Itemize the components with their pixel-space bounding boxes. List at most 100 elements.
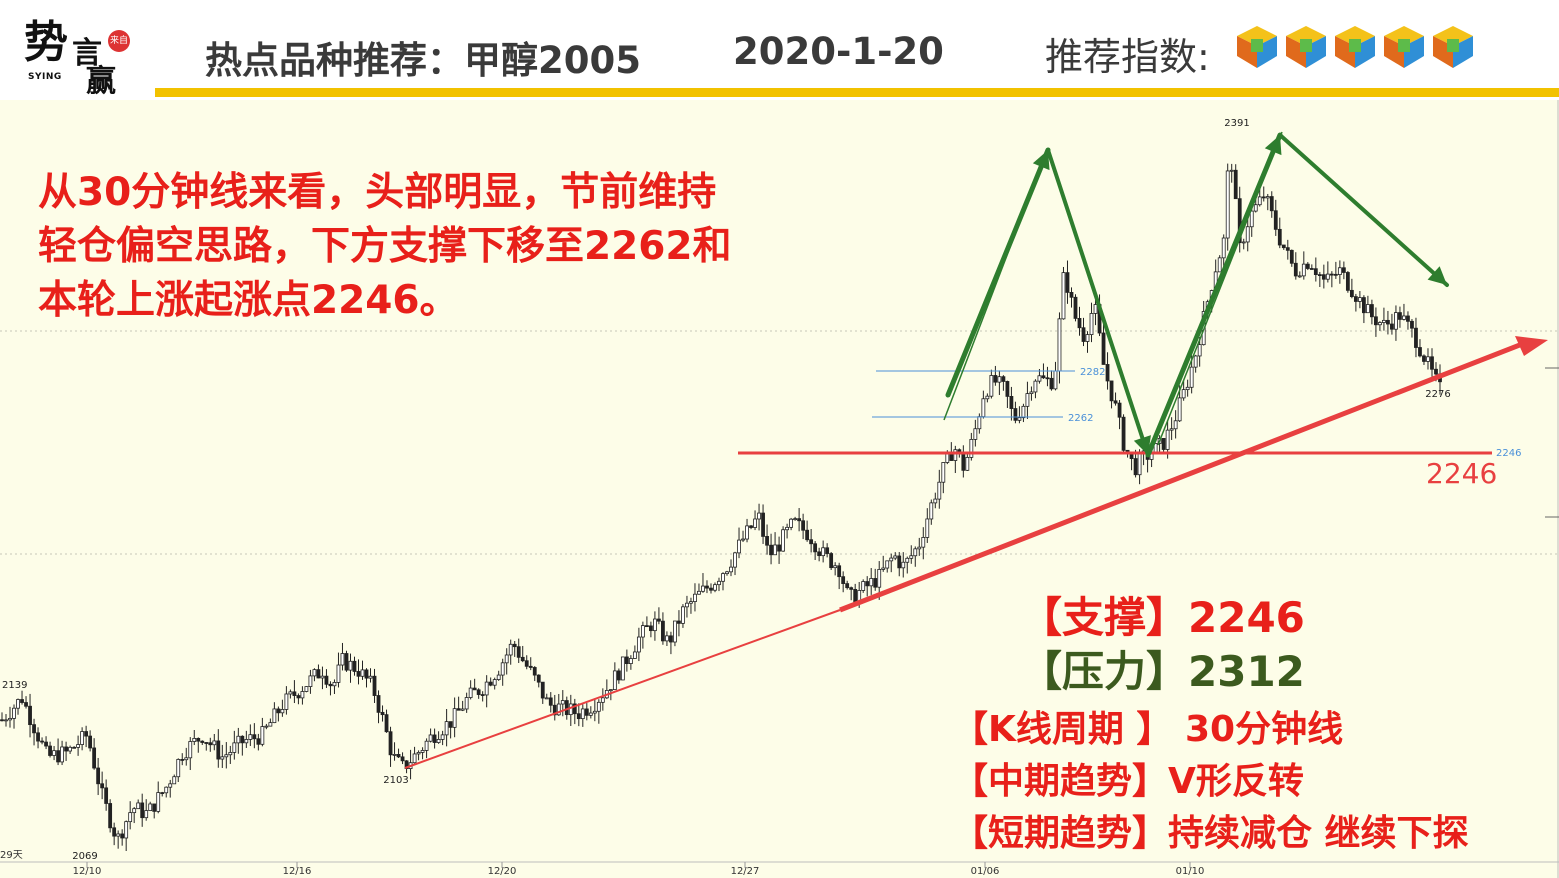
candle-body xyxy=(653,618,657,632)
candle-body xyxy=(16,699,20,709)
candle-body xyxy=(1045,377,1050,380)
candle-body xyxy=(204,742,209,744)
candle-body xyxy=(176,759,181,778)
candle-body xyxy=(444,721,449,736)
level-label-2246: 2246 xyxy=(1496,448,1521,459)
candle-body xyxy=(384,714,389,733)
candle-body xyxy=(729,566,733,573)
candle-body xyxy=(8,717,12,721)
candle-body xyxy=(284,693,289,710)
candle-body xyxy=(741,538,745,541)
candle-body xyxy=(1370,304,1374,318)
candle-body xyxy=(1394,312,1398,330)
rating-cube-icon xyxy=(1286,26,1326,68)
candle-body xyxy=(1321,274,1326,280)
short-trend-value: 持续减仓 继续下探 xyxy=(1168,813,1469,854)
candle-body xyxy=(488,681,493,686)
candle-body xyxy=(160,792,165,794)
candle-body xyxy=(292,691,297,696)
candle-body xyxy=(1005,381,1010,397)
candle-body xyxy=(961,453,966,471)
kline-row: 【K线周期 】 30分钟线 xyxy=(952,700,1343,752)
candle-body xyxy=(1422,355,1426,362)
trend-line-lower xyxy=(404,609,841,769)
x-tick-label: 01/06 xyxy=(971,866,1000,877)
candle-body xyxy=(965,457,970,471)
candle-body xyxy=(889,557,894,562)
candle-body xyxy=(456,708,461,711)
logo-char-3: 赢 xyxy=(86,64,116,99)
candle-body xyxy=(1173,420,1178,430)
recommend-label: 推荐指数: xyxy=(1045,35,1210,79)
candle-body xyxy=(1281,244,1286,249)
candle-body xyxy=(1073,296,1078,319)
candle-body xyxy=(1069,292,1074,298)
zigzag-arrow-head-3 xyxy=(1264,135,1282,156)
candle-body xyxy=(0,719,4,722)
candle-body xyxy=(973,428,978,440)
candle-body xyxy=(588,712,593,716)
candle-body xyxy=(1225,170,1230,239)
candle-body xyxy=(697,590,701,595)
candle-body xyxy=(1041,375,1046,379)
candle-body xyxy=(937,481,942,500)
zigzag-thin-1 xyxy=(943,147,1049,421)
candle-body xyxy=(428,734,433,742)
candle-body xyxy=(192,738,197,742)
rating-cube-icon xyxy=(1335,26,1375,68)
candle-body xyxy=(212,740,217,746)
candle-body xyxy=(620,656,625,681)
candle-body xyxy=(376,695,381,713)
candle-body xyxy=(1349,289,1354,298)
candle-body xyxy=(861,581,866,591)
candle-body xyxy=(128,812,133,823)
candle-body xyxy=(1085,334,1090,342)
short-trend-row: 【短期趋势】持续减仓 继续下探 xyxy=(952,804,1469,856)
candle-body xyxy=(288,691,293,695)
candle-body xyxy=(216,740,221,760)
candle-body xyxy=(4,719,8,722)
pressure-row: 【压力】2312 xyxy=(1020,638,1305,699)
candle-body xyxy=(913,548,918,557)
candle-body xyxy=(592,710,597,714)
candle-body xyxy=(985,395,990,400)
candle-body xyxy=(436,739,441,743)
candle-body xyxy=(72,746,77,749)
candle-body xyxy=(1301,263,1306,277)
candle-body xyxy=(1185,386,1190,391)
candle-body xyxy=(1177,397,1182,422)
candle-body xyxy=(532,667,537,676)
candle-body xyxy=(556,703,561,716)
candle-body xyxy=(336,664,341,683)
candle-body xyxy=(657,618,661,622)
candle-body xyxy=(1249,210,1254,228)
trend-arrow-head xyxy=(1515,336,1548,356)
candle-body xyxy=(264,725,269,728)
candle-body xyxy=(524,660,529,667)
kline-label: 【K线周期 】 xyxy=(952,709,1173,750)
candle-body xyxy=(969,439,974,458)
candle-body xyxy=(1333,273,1338,276)
candle-body xyxy=(865,581,870,587)
support-big-label: 2246 xyxy=(1426,457,1497,490)
candle-body xyxy=(328,683,333,687)
price-label-2391: 2391 xyxy=(1224,118,1249,129)
price-label-2139: 2139 xyxy=(2,680,27,691)
candle-body xyxy=(933,498,938,504)
support-row: 【支撑】2246 xyxy=(1020,584,1305,645)
candle-body xyxy=(1109,380,1114,402)
candle-body xyxy=(504,654,509,664)
candle-body xyxy=(853,588,858,603)
candle-body xyxy=(608,689,613,691)
pressure-value: 2312 xyxy=(1188,647,1305,696)
candle-body xyxy=(196,738,201,742)
candle-body xyxy=(1309,268,1314,270)
x-tick-label: 01/10 xyxy=(1176,866,1205,877)
support-value: 2246 xyxy=(1188,593,1305,642)
x-tick-label: 12/10 xyxy=(73,866,102,877)
candle-body xyxy=(492,679,497,686)
candle-body xyxy=(104,787,109,804)
candle-body xyxy=(388,731,393,756)
candle-body xyxy=(168,783,173,788)
candle-body xyxy=(885,560,890,569)
